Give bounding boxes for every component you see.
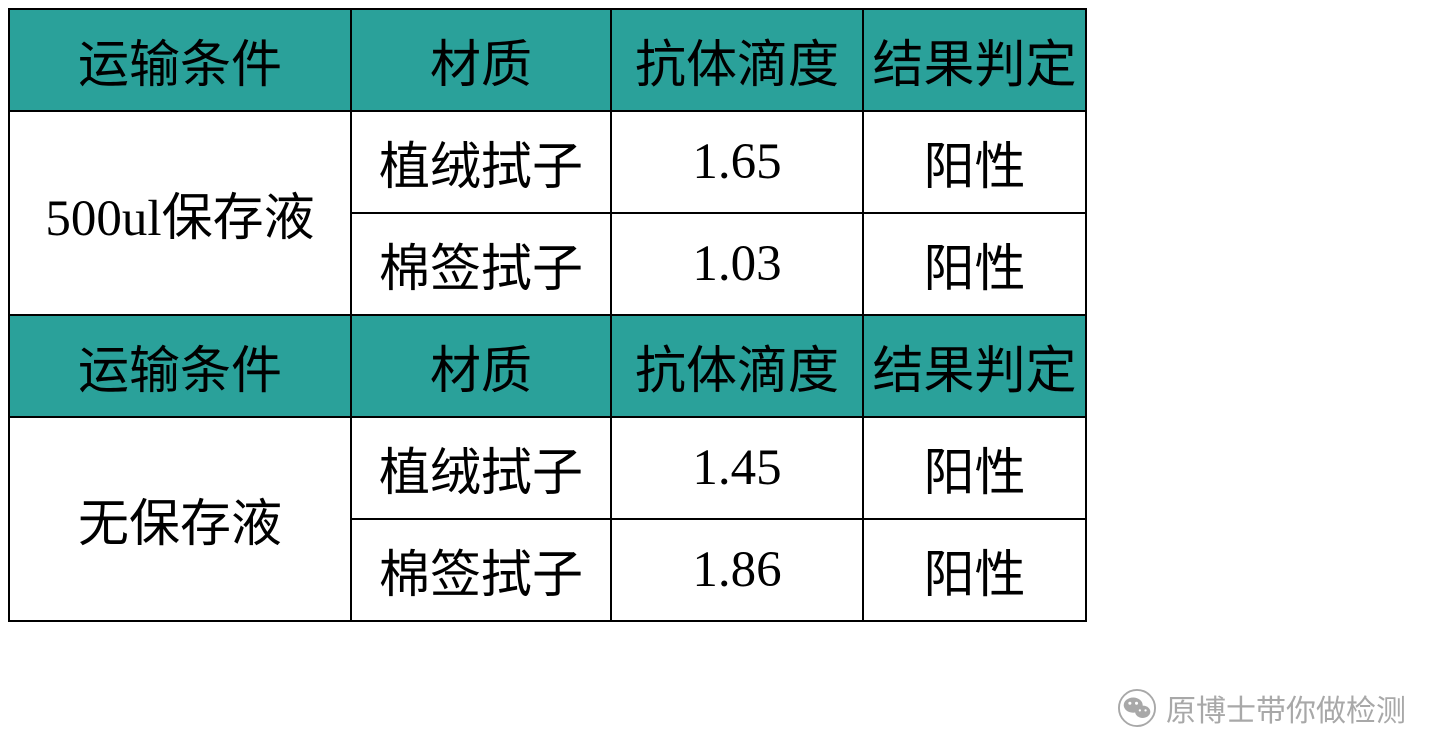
cell-material: 棉签拭子 — [351, 213, 611, 315]
cell-result: 阳性 — [863, 213, 1086, 315]
watermark-text: 原博士带你做检测 — [1166, 686, 1406, 730]
table-header-row: 运输条件 材质 抗体滴度 结果判定 — [9, 315, 1086, 417]
cell-result: 阳性 — [863, 519, 1086, 621]
table-row: 500ul保存液 植绒拭子 1.65 阳性 — [9, 111, 1086, 213]
watermark: 原博士带你做检测 — [1118, 686, 1406, 730]
wechat-icon — [1118, 689, 1156, 727]
col-header-result: 结果判定 — [863, 9, 1086, 111]
cell-material: 植绒拭子 — [351, 111, 611, 213]
cell-condition: 500ul保存液 — [9, 111, 351, 315]
cell-result: 阳性 — [863, 111, 1086, 213]
col-header-material: 材质 — [351, 9, 611, 111]
col-header-result: 结果判定 — [863, 315, 1086, 417]
cell-titer: 1.86 — [611, 519, 863, 621]
cell-titer: 1.03 — [611, 213, 863, 315]
col-header-material: 材质 — [351, 315, 611, 417]
table-row: 无保存液 植绒拭子 1.45 阳性 — [9, 417, 1086, 519]
col-header-titer: 抗体滴度 — [611, 315, 863, 417]
results-table: 运输条件 材质 抗体滴度 结果判定 500ul保存液 植绒拭子 1.65 阳性 … — [8, 8, 1087, 622]
cell-titer: 1.45 — [611, 417, 863, 519]
col-header-titer: 抗体滴度 — [611, 9, 863, 111]
cell-result: 阳性 — [863, 417, 1086, 519]
table-header-row: 运输条件 材质 抗体滴度 结果判定 — [9, 9, 1086, 111]
col-header-condition: 运输条件 — [9, 315, 351, 417]
cell-titer: 1.65 — [611, 111, 863, 213]
col-header-condition: 运输条件 — [9, 9, 351, 111]
cell-condition: 无保存液 — [9, 417, 351, 621]
cell-material: 棉签拭子 — [351, 519, 611, 621]
cell-material: 植绒拭子 — [351, 417, 611, 519]
